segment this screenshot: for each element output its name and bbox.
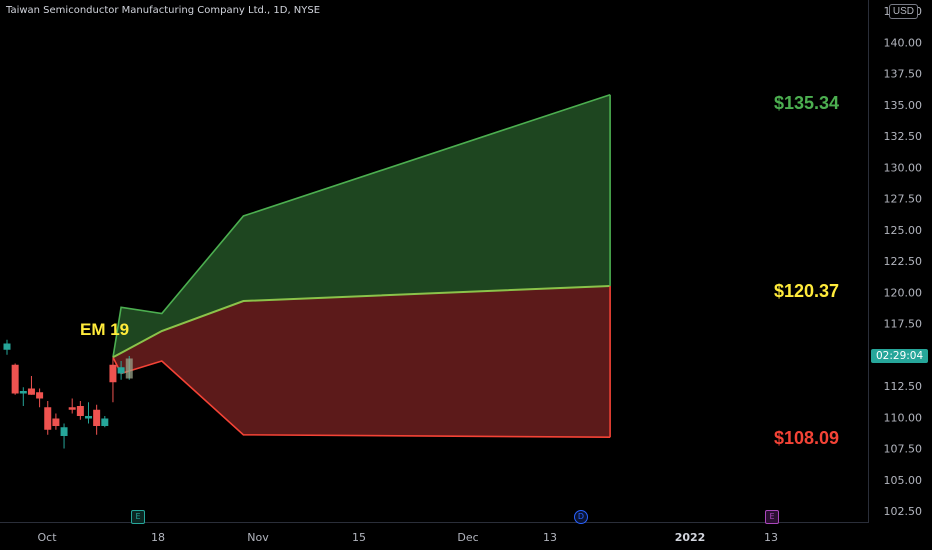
time-axis-tick: 13	[543, 531, 557, 544]
candle-body	[27, 388, 35, 395]
price-axis-tick: 132.50	[884, 130, 923, 143]
time-scale-border	[0, 522, 869, 523]
candle-body	[3, 343, 11, 350]
price-axis-tick: 140.00	[884, 36, 923, 49]
chart-title: Taiwan Semiconductor Manufacturing Compa…	[6, 5, 321, 16]
price-axis-tick: 130.00	[884, 161, 923, 174]
candle-body	[44, 407, 52, 430]
earnings-event-icon[interactable]: E	[131, 510, 145, 524]
currency-button[interactable]: USD	[888, 4, 918, 19]
price-axis-tick: 112.50	[884, 380, 923, 393]
candle-body	[36, 392, 44, 399]
middle-move-line	[112, 285, 611, 359]
candle-body	[11, 364, 19, 394]
candle-body	[109, 364, 117, 383]
time-axis-tick: Oct	[37, 531, 57, 544]
candle-body	[68, 407, 76, 410]
price-axis-tick: 127.50	[884, 193, 923, 206]
time-axis-tick: 13	[764, 531, 778, 544]
price-axis-tick: 122.50	[884, 255, 923, 268]
candle-body	[19, 391, 27, 394]
time-axis-tick: 18	[151, 531, 165, 544]
upper-move-area	[113, 94, 611, 358]
middle-target-label: $120.37	[774, 281, 840, 301]
price-axis-tick: 120.00	[884, 286, 923, 299]
price-axis-tick: 137.50	[884, 68, 923, 81]
candle-body	[85, 416, 92, 419]
price-axis-tick: 135.00	[884, 99, 923, 112]
earnings-event-icon[interactable]: E	[765, 510, 779, 524]
bar-countdown-badge: 02:29:04	[871, 349, 929, 363]
price-axis-tick: 117.50	[884, 318, 923, 331]
candle-body	[125, 358, 133, 379]
time-axis-tick: 15	[352, 531, 366, 544]
lower-move-area	[113, 286, 611, 438]
upper-move-line	[112, 93, 611, 358]
price-scale-border	[868, 0, 869, 522]
price-axis-tick: 107.50	[884, 443, 923, 456]
price-axis-tick: 105.00	[884, 474, 923, 487]
candle-body	[101, 418, 109, 426]
upper-target-label: $135.34	[774, 93, 840, 113]
dividend-event-icon[interactable]: D	[574, 510, 588, 524]
lower-target-label: $108.09	[774, 428, 840, 448]
time-axis-tick: Dec	[457, 531, 478, 544]
candle-body	[52, 418, 60, 426]
price-axis-tick: 102.50	[884, 505, 923, 518]
price-axis-tick: 125.00	[884, 224, 923, 237]
candle-body	[93, 409, 101, 426]
time-axis-tick: Nov	[247, 531, 269, 544]
candle-body	[76, 406, 84, 416]
candle-body	[117, 367, 125, 374]
price-axis-tick: 110.00	[884, 411, 923, 424]
time-axis-tick: 2022	[675, 531, 706, 544]
expected-move-label: EM 19	[80, 320, 130, 339]
candle-body	[60, 427, 68, 436]
